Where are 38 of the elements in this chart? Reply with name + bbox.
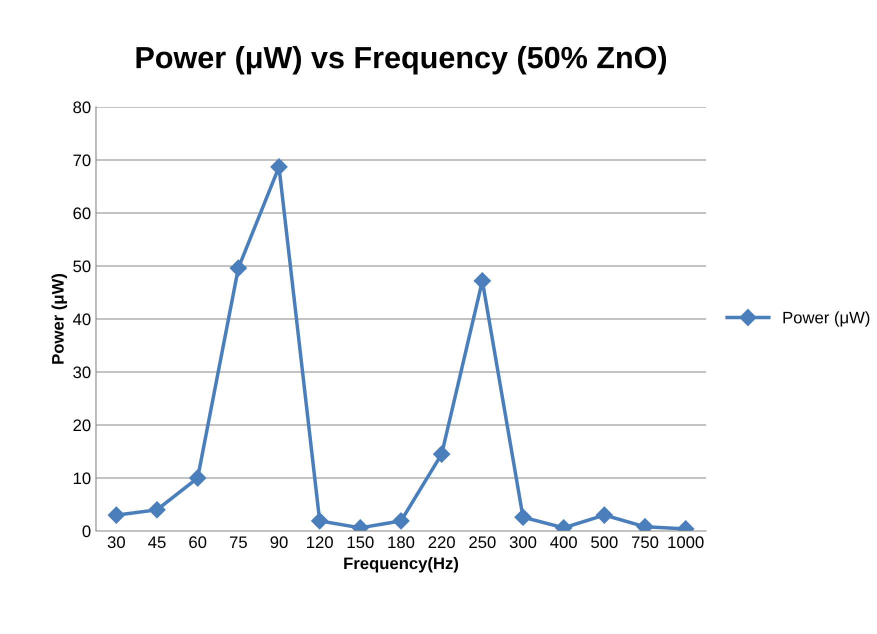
point <box>108 506 125 524</box>
x-tick-label: 60 <box>189 536 206 548</box>
x-tick-label: 500 <box>591 536 618 548</box>
x-tick-label: 400 <box>550 536 577 548</box>
point <box>392 512 410 530</box>
x-tick-label: 75 <box>230 536 247 548</box>
point <box>514 508 532 526</box>
y-tick-label: 10 <box>74 472 90 484</box>
x-tick-label: 750 <box>632 536 658 548</box>
x-tick-label: 90 <box>270 536 288 548</box>
x-tick-label: 30 <box>108 536 125 548</box>
point <box>311 512 328 530</box>
y-tick-label: 20 <box>73 419 90 432</box>
y-tick-label: 0 <box>82 525 90 538</box>
point <box>596 506 613 524</box>
y-tick-label: 70 <box>73 154 90 166</box>
point <box>148 501 166 518</box>
y-tick-label: 60 <box>73 207 90 220</box>
chart-title: Power (μW) vs Frequency (50% ZnO) <box>136 46 666 74</box>
y-axis-title: Power (μW) <box>52 274 68 364</box>
x-tick-label: 1000 <box>668 536 704 548</box>
x-tick-label: 45 <box>148 536 166 548</box>
legend-label: Power (μW) <box>783 311 870 327</box>
y-tick-label: 30 <box>73 366 90 378</box>
y-tick-label: 40 <box>72 313 90 326</box>
x-tick-label: 250 <box>469 536 496 548</box>
x-axis-title: Frequency(Hz) <box>344 556 458 572</box>
x-tick-label: 180 <box>388 536 414 548</box>
point <box>189 469 206 487</box>
x-tick-label: 150 <box>348 536 374 548</box>
x-tick-label: 120 <box>307 536 333 548</box>
point <box>270 158 288 176</box>
point <box>433 446 450 463</box>
point <box>230 260 247 277</box>
y-tick-label: 50 <box>73 260 90 272</box>
x-tick-label: 220 <box>428 536 455 548</box>
y-tick-label: 80 <box>73 101 90 114</box>
x-tick-label: 300 <box>510 536 536 548</box>
